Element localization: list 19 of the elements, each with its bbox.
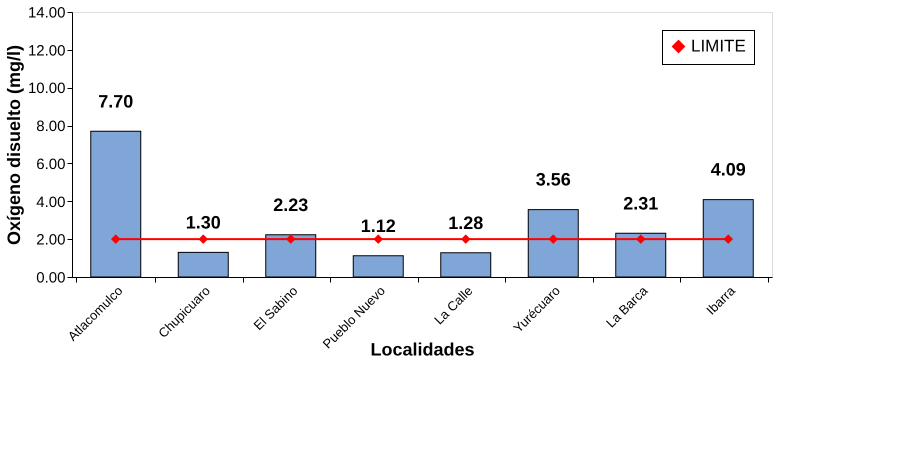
y-tick-label: 14.00 (28, 4, 66, 22)
y-tick-label: 12.00 (28, 42, 66, 60)
data-label: 4.09 (710, 160, 746, 180)
x-axis-title: Localidades (370, 339, 475, 360)
data-label: 1.12 (360, 216, 396, 236)
data-label: 2.31 (623, 193, 658, 214)
y-tick-label: 0.00 (36, 270, 66, 286)
legend-label: LIMITE (691, 36, 746, 56)
y-tick-label: 8.00 (36, 118, 66, 136)
y-axis-title: Oxígeno disuelto (mg/l) (4, 44, 24, 246)
data-label: 2.23 (273, 194, 308, 215)
data-label: 1.28 (448, 212, 484, 233)
y-tick-label: 4.00 (36, 194, 66, 211)
y-tick-label: 2.00 (36, 232, 66, 249)
data-label: 1.30 (186, 212, 221, 232)
data-label: 3.56 (536, 170, 571, 190)
data-label: 7.70 (98, 91, 134, 112)
y-tick-label: 6.00 (36, 156, 66, 173)
y-tick-label: 10.00 (28, 80, 66, 98)
